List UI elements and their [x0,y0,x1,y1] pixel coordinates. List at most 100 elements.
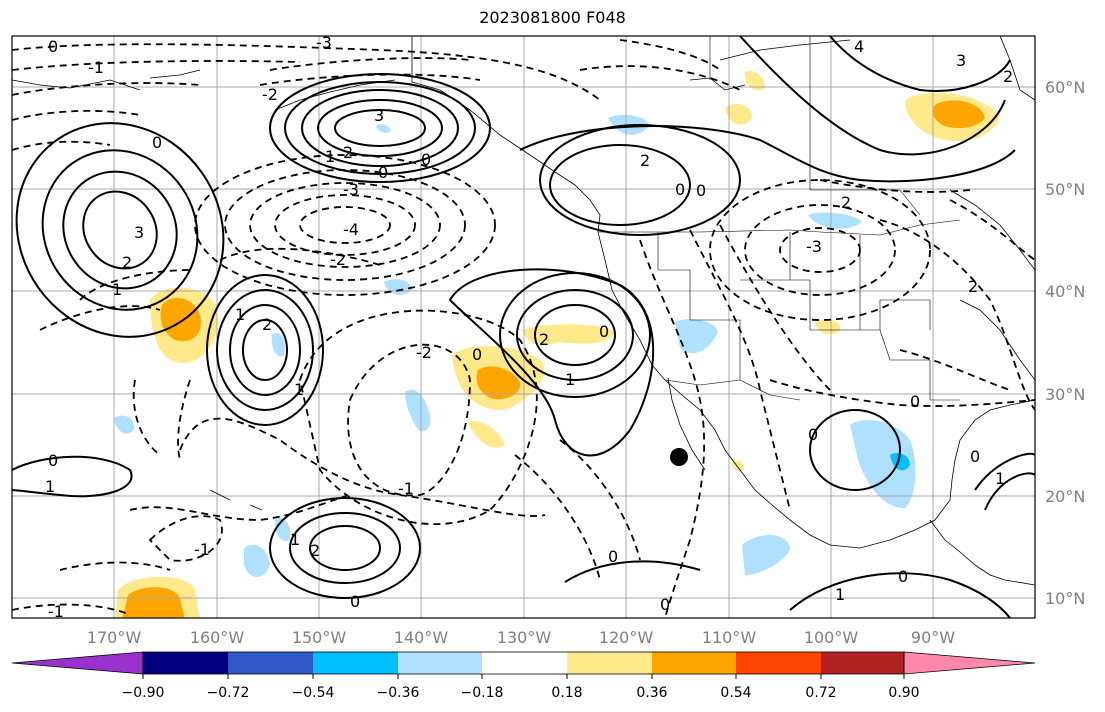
contour-label: -3 [316,33,332,52]
colorbar-tick-label: −0.54 [292,685,335,701]
contour-label: 0 [48,451,58,470]
contour-label: 0 [48,37,58,56]
longitude-tick-label: 170°W [87,628,142,647]
longitude-tick-label: 140°W [394,628,449,647]
positive-anomaly-shade [122,587,185,618]
colorbar-tick-label: −0.18 [461,685,504,701]
contour-label: -3 [343,180,359,199]
contour-label: -1 [398,479,414,498]
colorbar-segment [398,652,482,674]
contour-label: 0 [898,567,908,586]
longitude-tick-label: 130°W [497,628,552,647]
colorbar-segment [652,652,736,674]
colorbar-segment [821,652,904,674]
contour-label: 0 [472,345,482,364]
contour-label: 1 [294,380,304,399]
contour-label: 1 [995,469,1005,488]
map-frame [11,35,1036,619]
colorbar-tick-label: 0.54 [720,685,751,701]
contour-label: 2 [122,253,132,272]
contour-label: -4 [343,220,359,239]
contour-label: 0 [152,133,162,152]
longitude-tick-label: 150°W [292,628,347,647]
negative-anomaly-shade [376,124,391,133]
positive-anomaly-shade [932,100,985,129]
latitude-axis: 60°N 50°N 40°N 30°N 20°N 10°N [1045,78,1085,608]
colorbar-segment [482,652,567,674]
contour-label: 1 [325,147,335,166]
negative-anomaly-shade [271,332,286,357]
dashed-contours [12,39,1035,618]
negative-anomaly-shade [808,212,862,229]
longitude-tick-label: 90°W [911,628,955,647]
latitude-tick-label: 50°N [1045,180,1085,199]
political-borders [598,36,961,401]
colorbar-segment [313,652,398,674]
contour-label: 1 [112,280,122,299]
contour-label: 0 [378,163,388,182]
negative-anomaly-shade [405,389,431,432]
negative-anomaly-shade [742,534,790,575]
latitude-tick-label: 60°N [1045,78,1085,97]
contour-label: 3 [134,223,144,242]
latitude-tick-label: 30°N [1045,385,1085,404]
contour-label: -2 [262,85,278,104]
contour-label: 0 [808,425,818,444]
contour-label: -2 [416,343,432,362]
colorbar-tick-label: 0.72 [805,685,836,701]
contour-label: 1 [235,305,245,324]
contour-label: 0 [675,180,685,199]
longitude-tick-label: 110°W [702,628,757,647]
positive-anomaly-shade [522,324,615,345]
contour-label: 0 [421,150,431,169]
longitude-tick-label: 100°W [804,628,859,647]
negative-anomaly-shade [114,415,135,434]
contour-label: 0 [350,592,360,611]
contour-label: 3 [374,106,384,125]
contour-label: 2 [841,193,851,212]
storm-center-dot [670,448,688,466]
solid-contours [12,36,1035,618]
contour-label: 0 [660,595,670,614]
positive-anomaly-shade [745,70,765,91]
contour-label: -1 [88,58,104,77]
colorbar-segment [567,652,652,674]
positive-anomaly-shade [476,366,521,400]
contour-label: 0 [608,547,618,566]
positive-anomaly-shade [468,421,505,448]
contour-label: -1 [194,540,210,559]
contour-label: 2 [539,330,549,349]
contour-label: -3 [806,237,822,256]
contour-label: 1 [290,530,300,549]
colorbar-segment [228,652,313,674]
latitude-tick-label: 40°N [1045,282,1085,301]
contour-label: 0 [910,392,920,411]
colorbar-left-extension [11,651,144,675]
positive-anomaly-shade [815,319,841,335]
colorbar-tick-label: −0.90 [122,685,165,701]
contour-label: 2 [1003,67,1013,86]
longitude-tick-label: 120°W [599,628,654,647]
longitude-tick-label: 160°W [190,628,245,647]
contour-label: 2 [968,277,978,296]
positive-anomaly-shade [725,103,752,125]
colorbar-ticks [142,674,905,679]
longitude-axis: 170°W 160°W 150°W 140°W 130°W 120°W 110°… [87,628,955,647]
colorbar-segment [143,652,228,674]
contour-label: 0 [696,181,706,200]
latitude-tick-label: 20°N [1045,487,1085,506]
positive-anomaly-shade [160,297,201,342]
colorbar-tick-label: −0.36 [377,685,420,701]
contour-label: 1 [45,477,55,496]
colorbar-tick-label: 0.36 [636,685,667,701]
contour-label: 2 [343,143,353,162]
colorbar-tick-label: 0.90 [888,685,919,701]
colorbar-outline [142,651,905,675]
contour-label: 2 [310,541,320,560]
contour-label: 4 [854,37,864,56]
contour-label: 1 [835,585,845,604]
colorbar-tick-label: 0.18 [551,685,582,701]
contour-label: 0 [599,322,609,341]
colorbar-tick-labels: −0.90 −0.72 −0.54 −0.36 −0.18 0.18 0.36 … [122,685,920,701]
